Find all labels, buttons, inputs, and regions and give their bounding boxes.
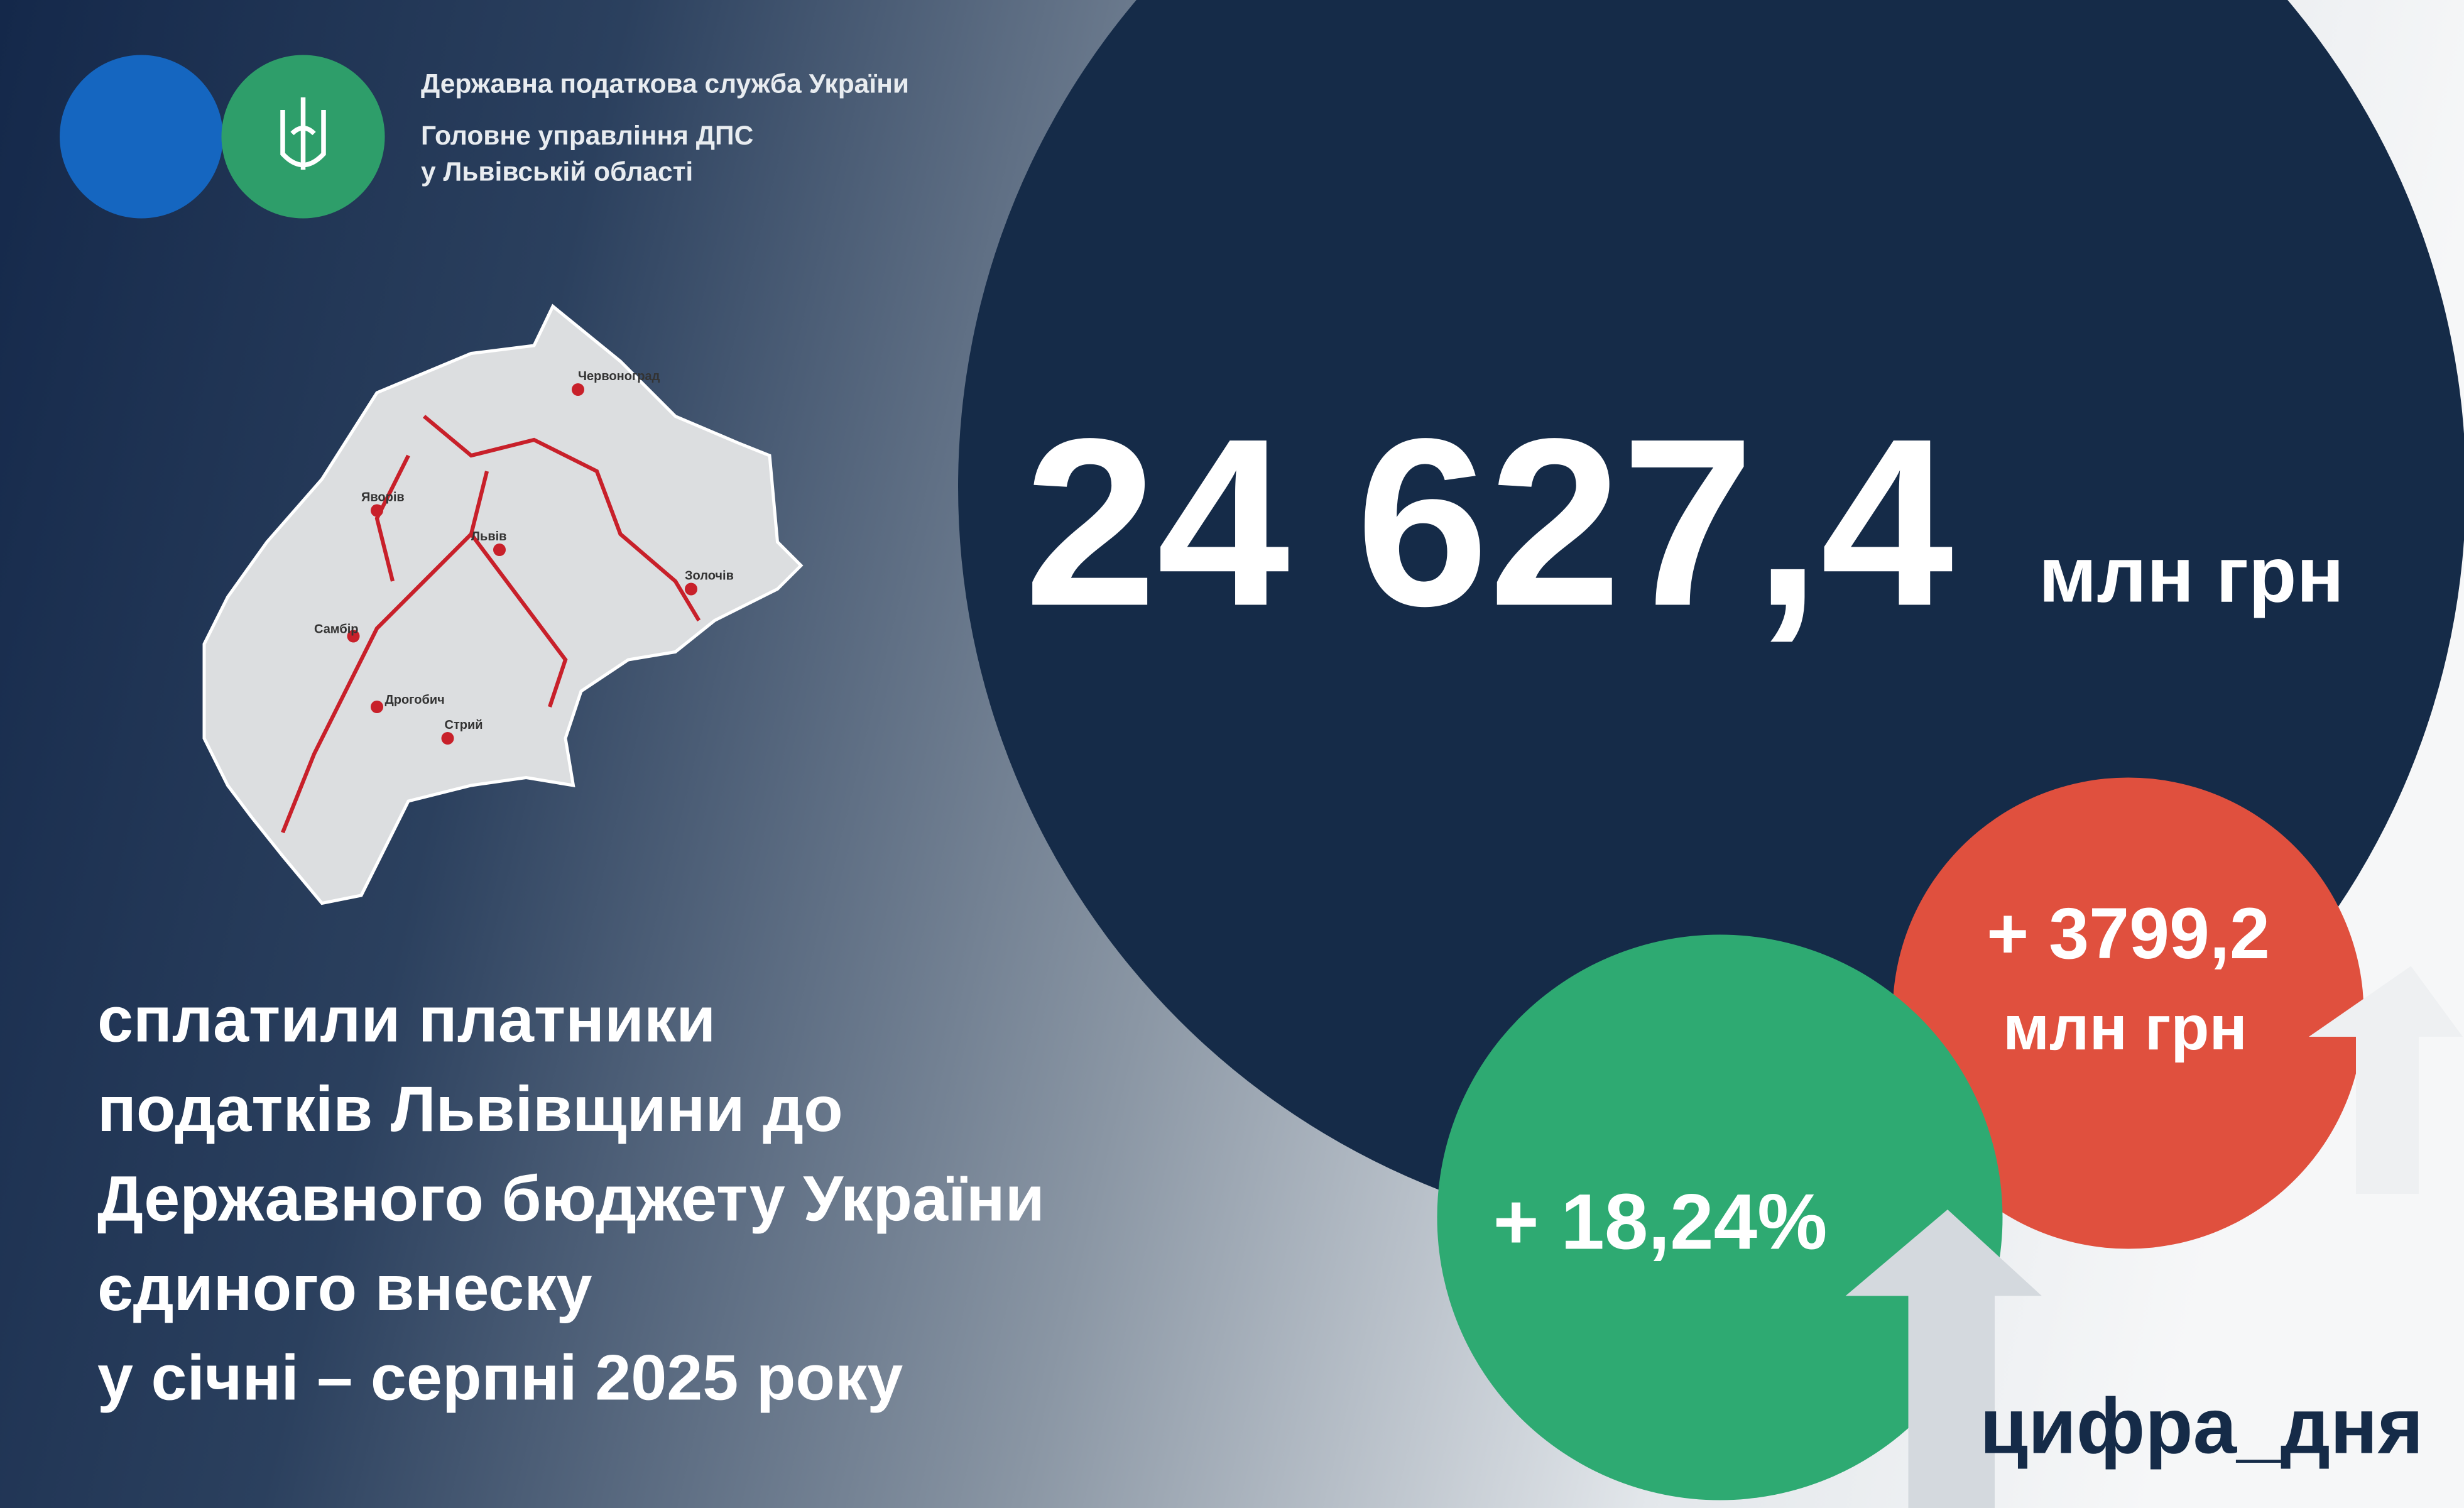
description: сплатили платники податків Львівщини до …: [97, 983, 1045, 1414]
trident: [280, 97, 326, 170]
city-label: Львів: [471, 530, 506, 544]
description-line: у січні – серпні 2025 року: [97, 1341, 903, 1414]
map: Червоноград Яворів Львів Золочів Самбір …: [202, 303, 804, 905]
growth-value: + 3799,2: [1987, 893, 2270, 974]
header-line: у Львівській області: [421, 158, 693, 187]
description-line: єдиного внеску: [97, 1252, 592, 1324]
arrow: [1845, 1210, 2042, 1508]
growth-percent: + 18,24%: [1493, 1179, 1828, 1266]
main-value: 24 627,4: [1024, 389, 1955, 656]
header-line: Головне управління ДПС: [421, 121, 753, 151]
description-line: сплатили платники: [97, 983, 716, 1056]
city-label: Дрогобич: [385, 693, 445, 707]
city-label: Стрий: [445, 718, 483, 732]
main-unit: млн грн: [2039, 532, 2344, 619]
description-line: податків Львівщини до: [97, 1073, 843, 1145]
city-label: Яворів: [361, 491, 405, 505]
city-label: Самбір: [314, 623, 358, 637]
green-circle: [1437, 934, 2003, 1500]
growth-unit: млн грн: [2003, 993, 2247, 1063]
header: Державна податкова служба України Головн…: [421, 70, 909, 187]
header-line: Державна податкова служба України: [421, 70, 909, 99]
arrow: [2309, 966, 2463, 1194]
city-label: Золочів: [685, 569, 734, 583]
description-line: Державного бюджету України: [97, 1162, 1045, 1235]
logo-blue: [60, 55, 223, 219]
hashtag: цифра_дня: [1980, 1383, 2423, 1470]
red-circle: [1892, 777, 2364, 1249]
city-label: Червоноград: [578, 369, 660, 383]
